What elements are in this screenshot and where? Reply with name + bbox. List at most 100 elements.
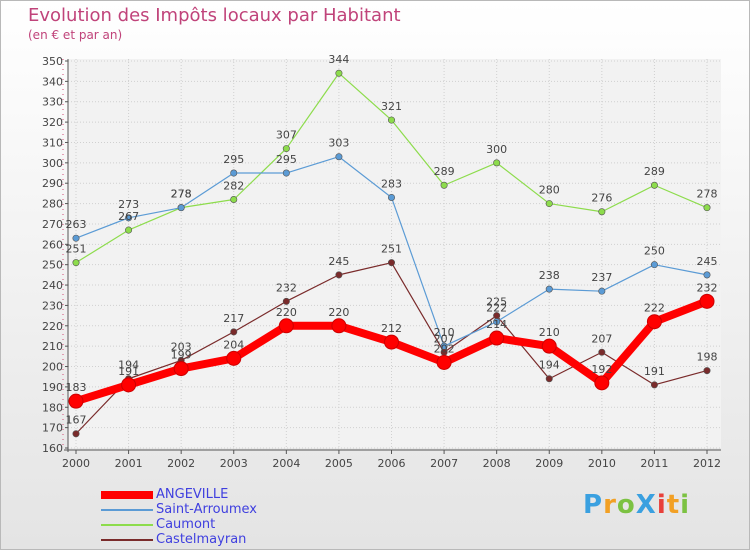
data-label: 251 bbox=[66, 243, 87, 256]
data-point bbox=[387, 259, 395, 267]
data-label: 238 bbox=[539, 269, 560, 282]
data-point bbox=[173, 361, 189, 377]
y-tick-label: 170 bbox=[42, 422, 63, 435]
data-point bbox=[493, 318, 501, 326]
data-label: 212 bbox=[381, 322, 402, 335]
data-point bbox=[541, 338, 557, 354]
y-tick-label: 180 bbox=[42, 401, 63, 414]
legend-label: Saint-Arroumex bbox=[156, 502, 257, 517]
data-label: 280 bbox=[539, 184, 560, 197]
data-point bbox=[545, 375, 553, 383]
x-tick-label: 2006 bbox=[378, 457, 406, 470]
data-label: 225 bbox=[486, 296, 507, 309]
data-label: 283 bbox=[381, 177, 402, 190]
chart-subtitle: (en € et par an) bbox=[28, 28, 123, 42]
data-label: 222 bbox=[644, 302, 665, 315]
legend-swatch bbox=[101, 491, 153, 499]
data-point bbox=[545, 285, 553, 293]
legend-label: Castelmayran bbox=[156, 532, 247, 547]
legend-swatch bbox=[101, 524, 153, 526]
data-label: 199 bbox=[171, 349, 192, 362]
data-point bbox=[598, 348, 606, 356]
data-point bbox=[278, 318, 294, 334]
data-point bbox=[282, 297, 290, 305]
x-tick-label: 2003 bbox=[220, 457, 248, 470]
data-label: 222 bbox=[486, 302, 507, 315]
data-point bbox=[282, 169, 290, 177]
data-label: 194 bbox=[118, 359, 139, 372]
x-tick-label: 2000 bbox=[62, 457, 90, 470]
data-label: 321 bbox=[381, 100, 402, 113]
data-point bbox=[440, 342, 448, 350]
y-tick-label: 160 bbox=[42, 442, 63, 455]
data-point bbox=[125, 226, 133, 234]
data-point bbox=[121, 377, 137, 393]
data-point bbox=[125, 214, 133, 222]
data-point bbox=[646, 314, 662, 330]
proxiti-logo: ProXiti bbox=[583, 490, 690, 520]
data-point bbox=[489, 330, 505, 346]
x-tick-label: 2004 bbox=[272, 457, 300, 470]
data-label: 245 bbox=[697, 255, 718, 268]
data-label: 237 bbox=[591, 271, 612, 284]
data-point bbox=[598, 208, 606, 216]
data-point bbox=[703, 271, 711, 279]
data-label: 203 bbox=[171, 340, 192, 353]
data-point bbox=[230, 328, 238, 336]
y-tick-label: 250 bbox=[42, 259, 63, 272]
data-point bbox=[68, 393, 84, 409]
data-point bbox=[384, 334, 399, 350]
x-tick-label: 2012 bbox=[693, 457, 721, 470]
data-point bbox=[440, 181, 448, 189]
logo-letter: r bbox=[603, 490, 617, 520]
data-label: 250 bbox=[644, 245, 665, 258]
data-label: 303 bbox=[328, 137, 349, 150]
data-point bbox=[335, 153, 343, 161]
data-point bbox=[72, 234, 80, 242]
data-point bbox=[230, 196, 238, 204]
data-label: 202 bbox=[434, 342, 455, 355]
data-point bbox=[703, 204, 711, 212]
y-tick-label: 350 bbox=[42, 55, 63, 68]
data-point bbox=[594, 375, 610, 391]
x-tick-label: 2009 bbox=[535, 457, 563, 470]
data-label: 295 bbox=[223, 153, 244, 166]
data-label: 183 bbox=[66, 381, 87, 394]
y-tick-label: 220 bbox=[42, 320, 63, 333]
x-tick-label: 2008 bbox=[483, 457, 511, 470]
data-point bbox=[335, 271, 343, 279]
y-tick-label: 340 bbox=[42, 75, 63, 88]
logo-letter: i bbox=[680, 490, 691, 520]
y-tick-label: 320 bbox=[42, 116, 63, 129]
data-label: 217 bbox=[223, 312, 244, 325]
data-label: 207 bbox=[591, 332, 612, 345]
y-tick-label: 230 bbox=[42, 299, 63, 312]
data-label: 289 bbox=[434, 165, 455, 178]
logo-letter: X bbox=[635, 490, 657, 520]
data-point bbox=[493, 159, 501, 167]
data-point bbox=[650, 181, 658, 189]
data-point bbox=[598, 287, 606, 295]
legend-swatch bbox=[101, 509, 153, 511]
data-point bbox=[436, 354, 452, 370]
data-label: 267 bbox=[118, 210, 139, 223]
data-label: 278 bbox=[697, 188, 718, 201]
chart-title: Evolution des Impôts locaux par Habitant bbox=[28, 5, 401, 26]
logo-letter: t bbox=[666, 490, 681, 520]
data-point bbox=[335, 69, 343, 77]
data-label: 191 bbox=[118, 365, 139, 378]
y-tick-label: 270 bbox=[42, 218, 63, 231]
y-tick-label: 280 bbox=[42, 198, 63, 211]
data-label: 210 bbox=[539, 326, 560, 339]
x-tick-label: 2007 bbox=[430, 457, 458, 470]
data-point bbox=[230, 169, 238, 177]
data-label: 192 bbox=[591, 363, 612, 376]
data-label: 282 bbox=[223, 180, 244, 193]
logo-letter: P bbox=[583, 490, 604, 520]
y-tick-label: 330 bbox=[42, 96, 63, 109]
data-point bbox=[387, 193, 395, 201]
data-point bbox=[703, 367, 711, 375]
y-tick-label: 190 bbox=[42, 381, 63, 394]
data-point bbox=[331, 318, 347, 334]
data-point bbox=[226, 350, 242, 366]
